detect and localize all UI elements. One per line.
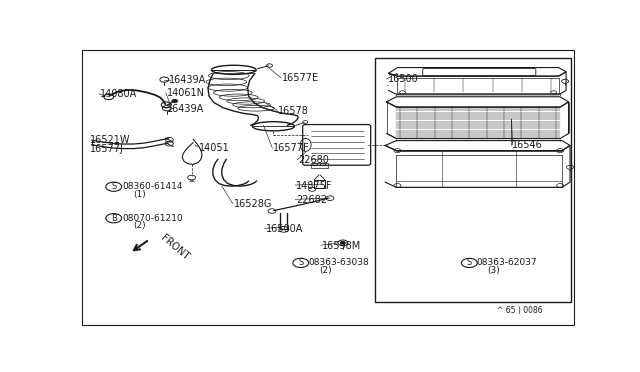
Text: S: S xyxy=(111,182,116,191)
Text: 16577F: 16577F xyxy=(273,143,310,153)
Text: 16500: 16500 xyxy=(388,74,419,84)
Text: 08360-61414: 08360-61414 xyxy=(122,182,182,191)
Text: (2): (2) xyxy=(319,266,332,275)
Circle shape xyxy=(340,241,346,244)
Text: ^ 65 ) 0086: ^ 65 ) 0086 xyxy=(497,306,542,315)
Text: 16521W: 16521W xyxy=(90,135,131,145)
Text: 16577J: 16577J xyxy=(90,144,124,154)
Text: 16500A: 16500A xyxy=(266,224,303,234)
Text: 14051: 14051 xyxy=(199,143,230,153)
Text: 14875F: 14875F xyxy=(296,180,333,190)
Text: 14061N: 14061N xyxy=(167,88,205,98)
Text: S: S xyxy=(298,259,303,267)
Text: 16439A: 16439A xyxy=(167,104,204,114)
Text: 08363-63038: 08363-63038 xyxy=(308,259,369,267)
Text: 08363-62037: 08363-62037 xyxy=(477,259,538,267)
Bar xyxy=(375,58,571,302)
Text: 14080A: 14080A xyxy=(100,89,137,99)
Bar xyxy=(311,163,328,168)
Text: 16528G: 16528G xyxy=(234,199,272,209)
Text: (1): (1) xyxy=(134,190,147,199)
Text: S: S xyxy=(467,259,472,267)
Text: 22680: 22680 xyxy=(298,155,329,165)
Text: 08070-61210: 08070-61210 xyxy=(122,214,183,223)
Text: B: B xyxy=(111,214,116,223)
Circle shape xyxy=(172,99,178,103)
Text: 16577E: 16577E xyxy=(282,73,319,83)
Text: 22682: 22682 xyxy=(296,195,327,205)
Text: (3): (3) xyxy=(488,266,500,275)
Text: 16578: 16578 xyxy=(278,106,309,116)
Bar xyxy=(314,180,325,189)
Text: 16546: 16546 xyxy=(511,141,542,150)
Text: (2): (2) xyxy=(134,221,146,230)
Text: 16598M: 16598M xyxy=(322,241,362,251)
Text: 16439A: 16439A xyxy=(169,74,207,84)
Text: FRONT: FRONT xyxy=(158,233,190,262)
